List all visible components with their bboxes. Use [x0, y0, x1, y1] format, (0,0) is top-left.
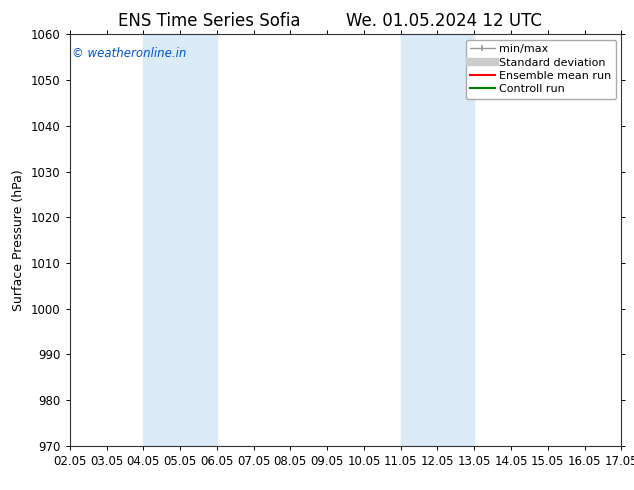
Text: We. 01.05.2024 12 UTC: We. 01.05.2024 12 UTC [346, 12, 541, 30]
Text: © weatheronline.in: © weatheronline.in [72, 47, 187, 60]
Bar [401, 34, 474, 446]
Y-axis label: Surface Pressure (hPa): Surface Pressure (hPa) [13, 169, 25, 311]
Text: ENS Time Series Sofia: ENS Time Series Sofia [118, 12, 301, 30]
Legend: min/max, Standard deviation, Ensemble mean run, Controll run: min/max, Standard deviation, Ensemble me… [466, 40, 616, 99]
Bar [143, 34, 217, 446]
